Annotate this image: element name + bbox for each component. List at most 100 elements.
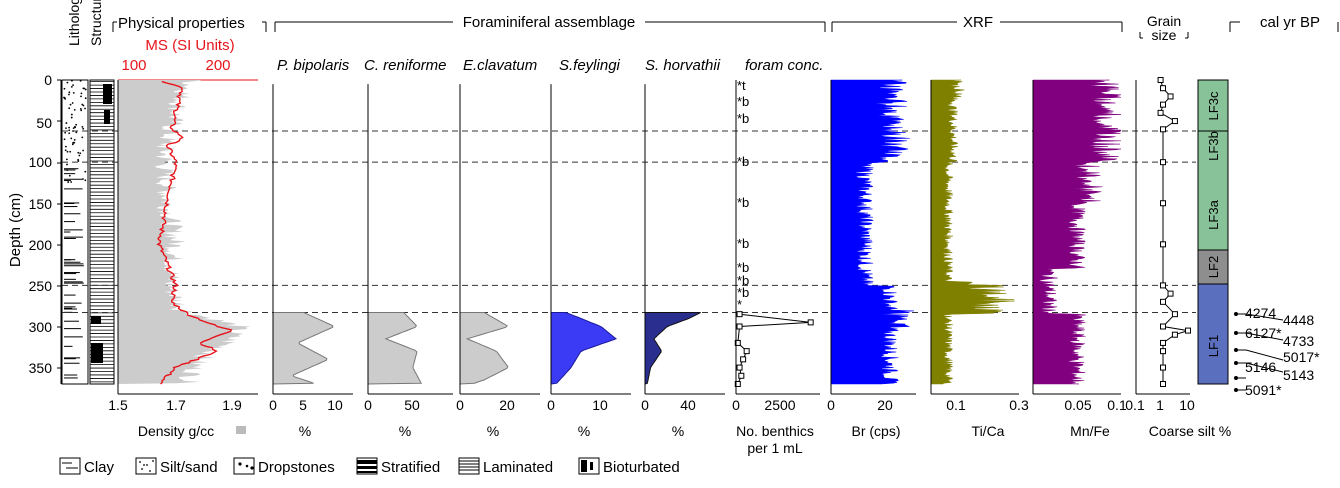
litho-dot (81, 103, 84, 106)
litho-dot (84, 88, 87, 91)
litho-dot (81, 136, 84, 139)
litho-dot (70, 116, 73, 119)
tick: 1 (1156, 397, 1164, 413)
litho-dot (69, 150, 72, 153)
density-area (118, 80, 251, 384)
tick: 0 (547, 397, 555, 413)
litho-dot (80, 92, 83, 95)
grain-point (1160, 323, 1166, 330)
foram-conc-point (736, 323, 743, 330)
tick: 0 (641, 397, 649, 413)
xlabel-density: Density g/cc (138, 423, 214, 439)
litho-dot (77, 151, 80, 154)
plot-panels (117, 77, 1191, 395)
tick: 10 (592, 397, 608, 413)
legend-item-silt-sand: Silt/sand (135, 457, 218, 476)
x-tick-labels: 1.5 1.7 1.9 0 5 10 0 50 0 20 0 10 0 40 0… (108, 397, 1195, 413)
litho-dot (71, 102, 74, 104)
grain-point (1171, 311, 1178, 318)
lithology-header: Lithology (66, 0, 82, 46)
tick: 0.3 (1009, 397, 1029, 413)
litho-dot (64, 149, 67, 152)
annotation: *b (737, 236, 749, 251)
legend-item-dropstones: Dropstones (233, 457, 335, 476)
xlabel: % (672, 423, 684, 439)
litho-dot (84, 107, 86, 110)
grain-point (1160, 101, 1166, 108)
grain-point (1160, 282, 1166, 289)
legend-label: Laminated (483, 459, 553, 476)
cal-age: 5143 (1283, 367, 1314, 383)
litho-dot (66, 150, 69, 153)
legend-item-laminated: Laminated (458, 457, 553, 476)
xlabel: % (487, 423, 499, 439)
litho-dot (67, 181, 70, 183)
litho-dot (70, 113, 73, 116)
ms-tick-200: 200 (205, 57, 230, 74)
title-p-bipolaris: P. bipolaris (277, 57, 350, 74)
xlabel: Ti/Ca (972, 423, 1005, 439)
depth-tick: 200 (29, 237, 53, 253)
xrf-header-bracket (831, 21, 1123, 32)
litho-dot (63, 87, 66, 90)
grain-point (1157, 109, 1164, 116)
litho-dot (63, 96, 65, 99)
tick: 0.1 (946, 397, 966, 413)
title-foram-conc: foram conc. (745, 57, 823, 74)
structure-header: Structure (88, 0, 104, 46)
xlabel: % (299, 423, 311, 439)
depth-tick: 150 (29, 196, 53, 212)
annotation: *b (737, 285, 749, 300)
litho-dot (73, 141, 76, 144)
litho-dot (75, 123, 78, 126)
tick: 0 (269, 397, 277, 413)
foram-header-bracket (274, 21, 826, 32)
xrf-header: XRF (963, 14, 993, 31)
foram-conc-point (807, 319, 814, 326)
grain-point (1160, 298, 1166, 305)
grain-point (1185, 327, 1191, 334)
lf-label-lf3a: LF3a (1206, 199, 1221, 229)
annotation: *b (737, 273, 749, 288)
foram-area (550, 311, 618, 385)
tick: 50 (404, 397, 420, 413)
grain-point (1160, 159, 1166, 166)
annotation: * (737, 297, 742, 312)
litho-dot (84, 179, 87, 182)
lf-label-lf1: LF1 (1206, 335, 1221, 357)
tick: 10 (327, 397, 343, 413)
foram-area (367, 311, 423, 385)
litho-dot (80, 95, 82, 98)
litho-dot (84, 97, 87, 100)
litho-dot (64, 131, 67, 134)
foram-conc-point (736, 364, 743, 371)
br-area (830, 79, 914, 385)
cal-age: 4733 (1283, 333, 1314, 349)
litho-dot (65, 122, 68, 124)
ms-label: MS (SI Units) (145, 37, 234, 54)
cal-age: 6127* (1245, 325, 1282, 341)
depth-tick: 0 (44, 72, 52, 88)
litho-dot (64, 145, 67, 148)
xlabel: per 1 mL (747, 440, 802, 456)
litho-dot (68, 107, 71, 110)
litho-dot (68, 93, 70, 96)
foram-conc-point (734, 339, 741, 346)
litho-dot (70, 137, 73, 140)
title-s-feylingi: S.feylingi (559, 57, 621, 74)
cal-ages: 4274 4448 6127* 4733 5017* 5146 5143 509… (1234, 305, 1320, 398)
foram-conc-point (743, 348, 750, 355)
xlabel: No. benthics (736, 423, 814, 439)
foram-area (644, 312, 701, 385)
foram-conc-point (734, 381, 741, 387)
litho-dot (77, 158, 79, 161)
litho-dot (79, 152, 82, 155)
annotation: *b (737, 154, 749, 169)
litho-dot (82, 127, 85, 130)
litho-dot (66, 158, 68, 161)
unit-boundaries (62, 130, 1196, 314)
annotation: *b (737, 111, 749, 126)
ti-ca-area (930, 79, 1015, 385)
litho-dot (78, 154, 81, 157)
tick: 0 (364, 397, 372, 413)
